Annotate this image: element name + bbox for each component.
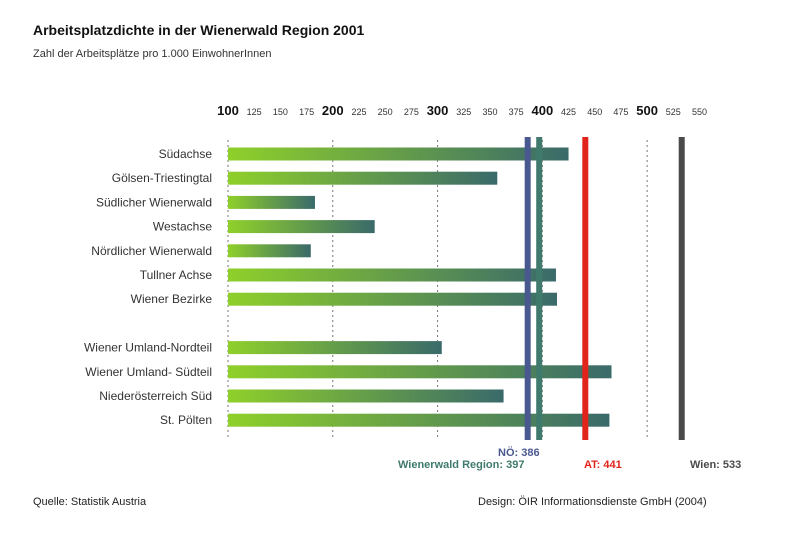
category-label: Südachse: [159, 147, 213, 161]
reference-label: Wien: 533: [690, 459, 741, 471]
x-tick-label-minor: 175: [299, 107, 314, 117]
reference-label: NÖ: 386: [498, 446, 540, 459]
bar: [228, 292, 558, 306]
category-label: Nördlicher Wienerwald: [91, 244, 212, 258]
category-label: Tullner Achse: [140, 268, 213, 282]
chart-subtitle: Zahl der Arbeitsplätze pro 1.000 Einwohn…: [33, 48, 272, 60]
x-tick-label-minor: 425: [561, 107, 576, 117]
category-label: Wiener Umland- Südteil: [85, 365, 212, 379]
x-tick-label-minor: 250: [378, 107, 393, 117]
bar: [228, 365, 612, 379]
x-tick-label-minor: 125: [247, 107, 262, 117]
bar: [228, 195, 315, 209]
source-note: Quelle: Statistik Austria: [33, 496, 147, 508]
x-tick-label-minor: 375: [509, 107, 524, 117]
category-label: Wiener Umland-Nordteil: [84, 341, 212, 355]
reference-lines: [524, 137, 685, 440]
x-tick-label-minor: 475: [613, 107, 628, 117]
bar: [228, 389, 504, 403]
bar: [228, 220, 375, 234]
bar: [228, 341, 442, 355]
reference-label: Wienerwald Region: 397: [398, 459, 524, 471]
x-tick-label-minor: 325: [456, 107, 471, 117]
bars: [228, 147, 612, 427]
bar: [228, 268, 556, 282]
x-tick-label-major: 300: [427, 103, 449, 118]
category-label: Wiener Bezirke: [131, 292, 213, 306]
x-tick-label-major: 200: [322, 103, 344, 118]
chart-title: Arbeitsplatzdichte in der Wienerwald Reg…: [33, 22, 365, 38]
x-tick-label-major: 100: [217, 103, 239, 118]
category-label: Südlicher Wienerwald: [96, 195, 212, 209]
x-tick-label-minor: 550: [692, 107, 707, 117]
bar: [228, 171, 498, 185]
design-credit: Design: ÖIR Informationsdienste GmbH (20…: [478, 496, 707, 508]
x-tick-label-minor: 225: [351, 107, 366, 117]
x-tick-label-minor: 525: [666, 107, 681, 117]
category-label: Niederösterreich Süd: [99, 389, 212, 403]
bar: [228, 147, 569, 161]
x-tick-label-major: 400: [531, 103, 553, 118]
category-label: St. Pölten: [160, 413, 212, 427]
x-tick-label-minor: 350: [482, 107, 497, 117]
x-tick-label-major: 500: [636, 103, 658, 118]
x-tick-label-minor: 450: [587, 107, 602, 117]
category-label: Gölsen-Triestingtal: [112, 171, 212, 185]
bar: [228, 244, 311, 258]
category-labels: Südachse Gölsen-Triestingtal Südlicher Wie…: [84, 147, 212, 427]
x-tick-label-minor: 150: [273, 107, 288, 117]
category-label: Westachse: [153, 220, 212, 234]
bar: [228, 413, 610, 427]
x-tick-label-minor: 275: [404, 107, 419, 117]
reference-label: AT: 441: [584, 459, 622, 471]
x-axis-ticks: 100 200 300 400 500 125 150 175 225 250 275 325 350 3…: [217, 103, 707, 118]
